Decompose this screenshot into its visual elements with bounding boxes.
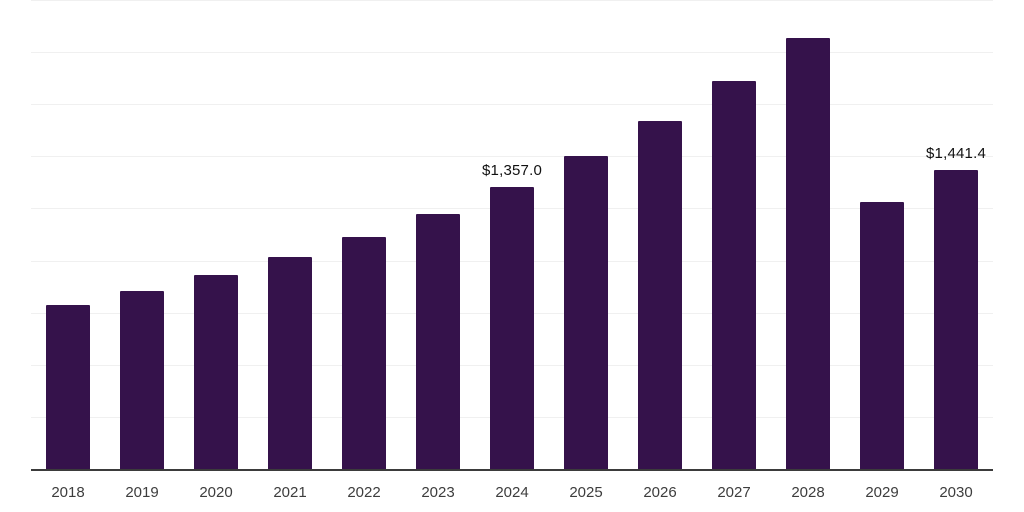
x-tick-label-2022: 2022 <box>347 484 381 501</box>
bar-2018 <box>46 304 90 470</box>
x-axis-labels: 2018 2019 2020 2021 2022 2023 2024 2025 2026 2027… <box>31 484 993 504</box>
x-tick-label-2021: 2021 <box>273 484 307 501</box>
x-tick-label-2028: 2028 <box>791 484 825 501</box>
bar-2022 <box>342 237 386 470</box>
x-axis-line <box>31 469 993 471</box>
gridline <box>31 104 993 106</box>
plot-area: $1,357.0 $1,441.4 <box>31 0 993 470</box>
bar-2023 <box>416 214 460 470</box>
x-tick-label-2027: 2027 <box>717 484 751 501</box>
gridline <box>31 0 993 1</box>
x-tick-label-2026: 2026 <box>643 484 677 501</box>
x-tick-label-2030: 2030 <box>939 484 973 501</box>
bar-value-label-2024: $1,357.0 <box>482 162 542 180</box>
bar-2021 <box>268 256 312 470</box>
x-tick-label-2023: 2023 <box>421 484 455 501</box>
x-tick-label-2024: 2024 <box>495 484 529 501</box>
x-tick-label-2025: 2025 <box>569 484 603 501</box>
bar-2026 <box>638 120 682 470</box>
x-tick-label-2018: 2018 <box>51 484 85 501</box>
x-tick-label-2019: 2019 <box>125 484 159 501</box>
bar-2030 <box>934 169 978 470</box>
bar-2020 <box>194 274 238 470</box>
bar-2027 <box>712 81 756 470</box>
bar-2025 <box>564 155 608 470</box>
x-tick-label-2020: 2020 <box>199 484 233 501</box>
bar-2024 <box>490 187 534 470</box>
x-tick-label-2029: 2029 <box>865 484 899 501</box>
gridline <box>31 156 993 158</box>
gridline <box>31 52 993 54</box>
bar-2019 <box>120 290 164 470</box>
bar-2029 <box>860 201 904 470</box>
bar-value-label-2030: $1,441.4 <box>926 144 986 162</box>
bar-2028 <box>786 37 830 470</box>
